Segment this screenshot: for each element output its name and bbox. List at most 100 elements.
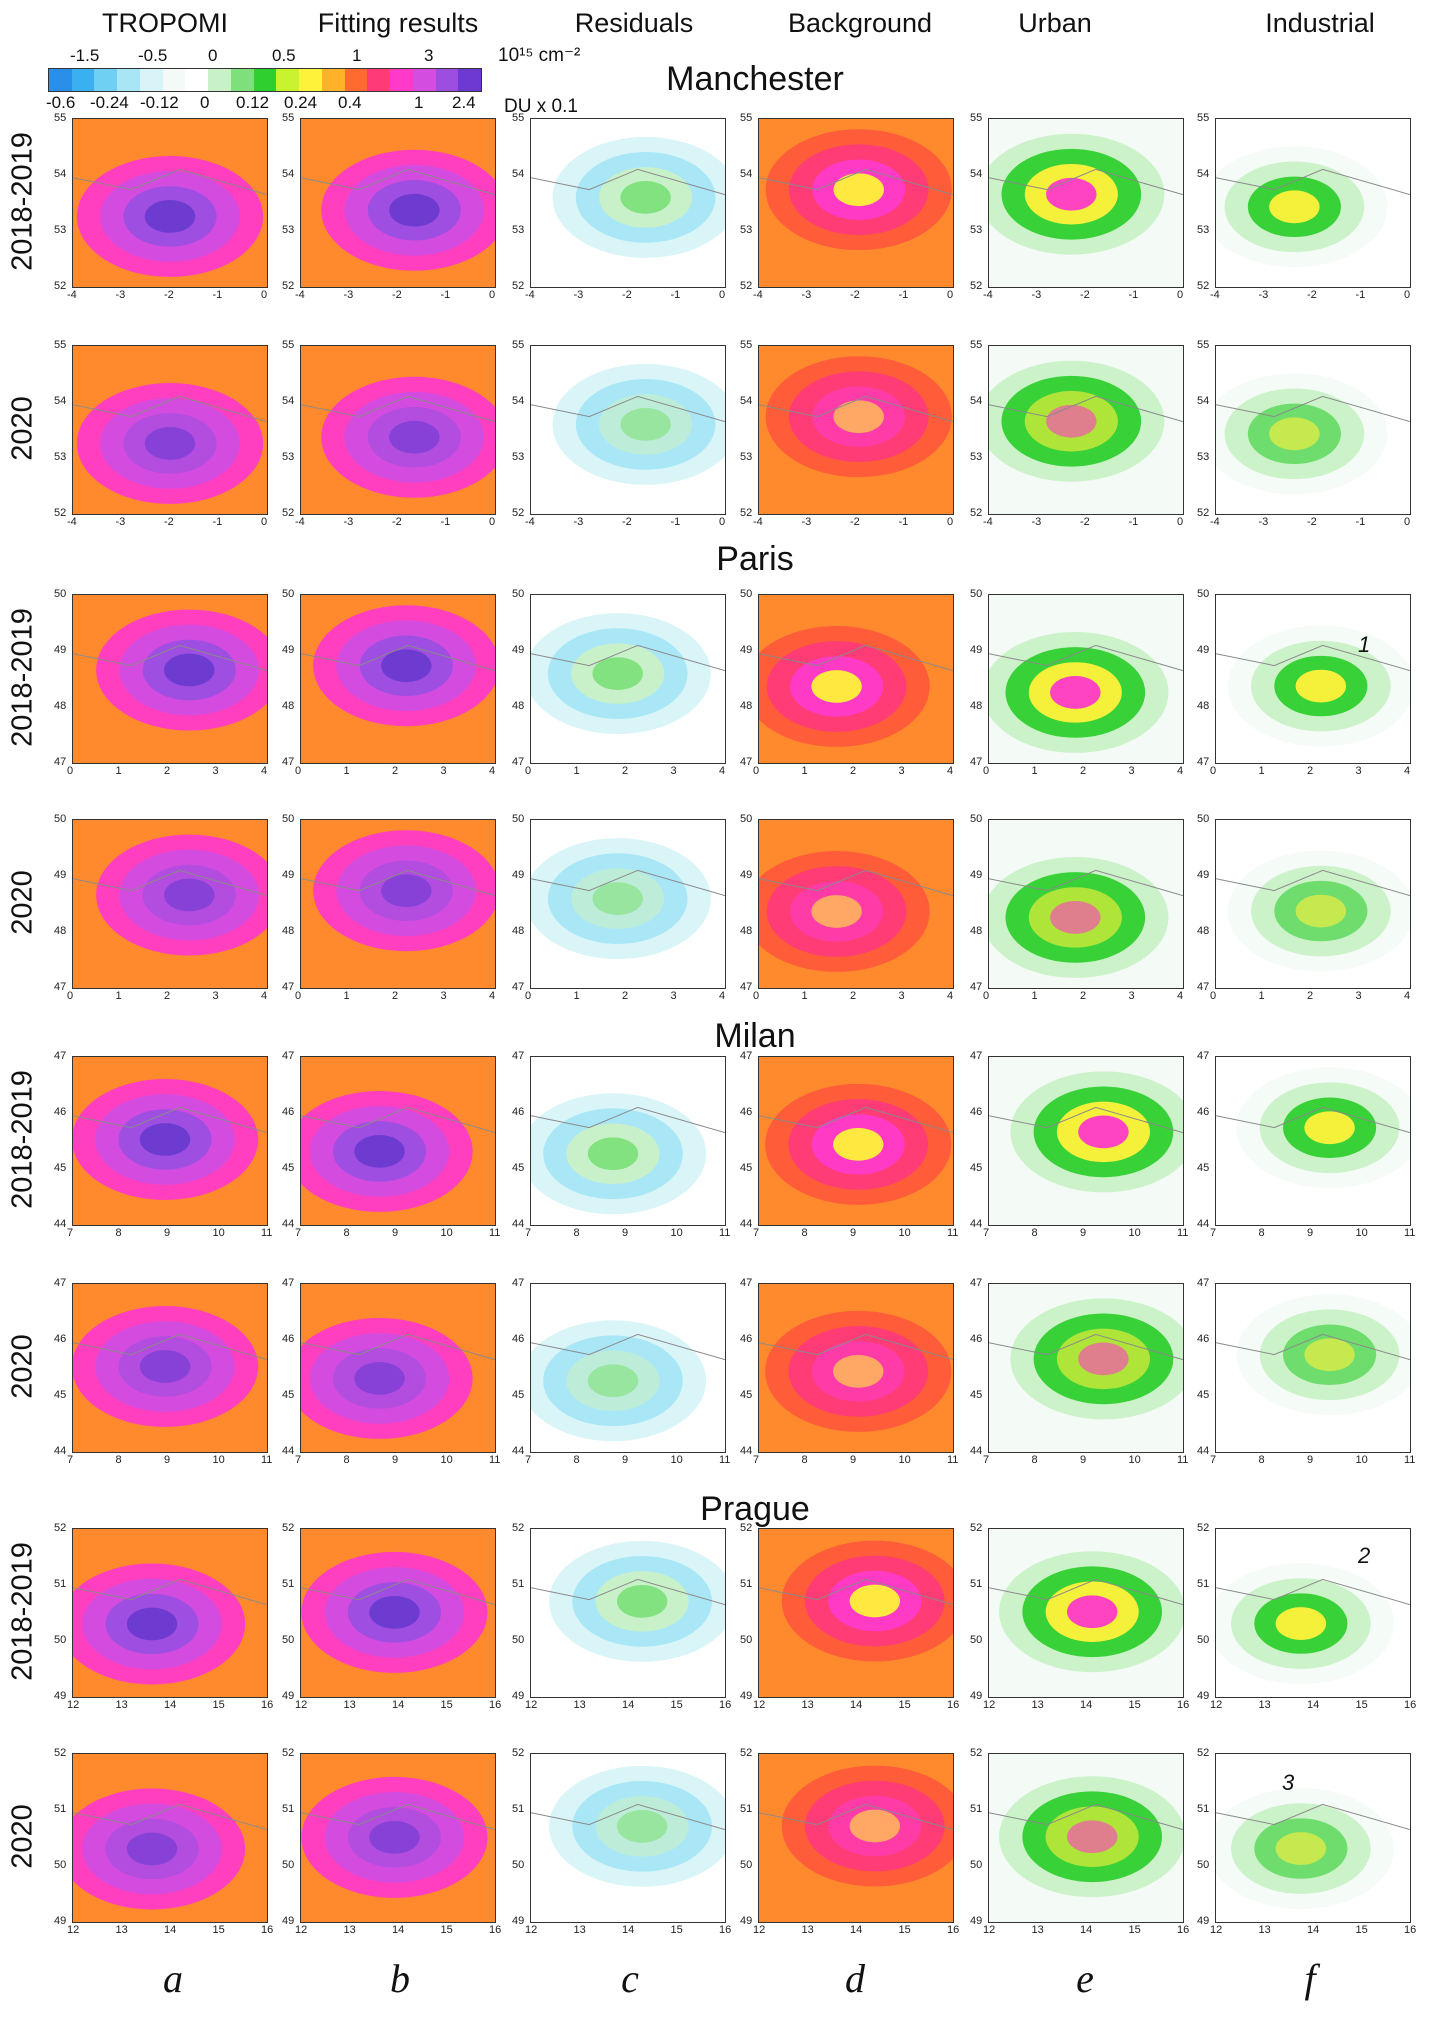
- x-tick-label: 4: [719, 990, 726, 1002]
- colorbar-bottom-tick: 1: [414, 93, 424, 112]
- map-panel-a: [72, 345, 268, 515]
- map-panel-d: [758, 1056, 954, 1226]
- x-tick-label: -3: [801, 289, 812, 301]
- x-tick-label: 2: [850, 765, 857, 777]
- x-tick-label: 0: [261, 289, 268, 301]
- x-tick-label: -1: [440, 516, 451, 528]
- y-tick-label: 49: [282, 644, 295, 656]
- x-tick-label: 7: [753, 1454, 760, 1466]
- y-tick-label: 54: [282, 395, 295, 407]
- y-tick-label: 45: [740, 1389, 753, 1401]
- x-tick-label: 2: [622, 990, 629, 1002]
- y-tick-label: 55: [1197, 112, 1210, 124]
- y-tick-label: 48: [970, 925, 983, 937]
- x-tick-label: 14: [1307, 1699, 1320, 1711]
- x-tick-label: 13: [573, 1699, 586, 1711]
- x-tick-label: 3: [670, 990, 677, 1002]
- y-tick-label: 47: [970, 1050, 983, 1062]
- y-tick-label: 54: [1197, 168, 1210, 180]
- period-label: 2020: [6, 1334, 39, 1399]
- x-tick-label: -1: [898, 516, 909, 528]
- y-tick-label: 44: [282, 1218, 295, 1230]
- x-tick-label: 12: [295, 1924, 308, 1936]
- x-tick-label: 11: [1177, 1454, 1189, 1466]
- map-panel-d: [758, 1753, 954, 1923]
- x-tick-label: 14: [392, 1924, 405, 1936]
- y-tick-label: 44: [970, 1218, 983, 1230]
- y-tick-label: 54: [512, 395, 525, 407]
- y-tick-label: 52: [1197, 507, 1210, 519]
- y-tick-label: 47: [282, 1050, 295, 1062]
- x-tick-label: 12: [67, 1924, 80, 1936]
- y-tick-label: 53: [970, 451, 983, 463]
- x-tick-label: 1: [1031, 990, 1038, 1002]
- x-tick-label: -1: [898, 289, 909, 301]
- y-tick-label: 47: [1197, 756, 1210, 768]
- x-tick-label: -2: [850, 516, 860, 528]
- x-tick-label: 8: [1031, 1454, 1038, 1466]
- y-tick-label: 55: [740, 339, 753, 351]
- y-tick-label: 51: [740, 1578, 753, 1590]
- map-panel-c: [530, 345, 726, 515]
- colorbar-swatch: [344, 69, 368, 91]
- period-label: 2018-2019: [6, 1542, 39, 1681]
- y-tick-label: 54: [740, 168, 753, 180]
- y-tick-label: 52: [740, 280, 753, 292]
- x-tick-label: 12: [1210, 1699, 1223, 1711]
- x-tick-label: 11: [261, 1454, 273, 1466]
- colorbar-swatch: [299, 69, 323, 91]
- y-tick-label: 44: [512, 1445, 525, 1457]
- y-tick-label: 52: [54, 507, 67, 519]
- x-tick-label: 1: [115, 765, 122, 777]
- y-tick-label: 53: [970, 224, 983, 236]
- y-tick-label: 48: [970, 700, 983, 712]
- map-panel-e: [988, 594, 1184, 764]
- x-tick-label: 3: [1128, 990, 1135, 1002]
- x-tick-label: 14: [164, 1924, 177, 1936]
- colorbar-bottom-tick: -0.12: [140, 93, 179, 112]
- y-tick-label: 51: [54, 1578, 67, 1590]
- y-tick-label: 53: [740, 451, 753, 463]
- x-tick-label: 3: [1355, 990, 1362, 1002]
- x-tick-label: 16: [261, 1699, 274, 1711]
- x-tick-label: 14: [1080, 1924, 1093, 1936]
- x-tick-label: 15: [670, 1699, 683, 1711]
- y-tick-label: 44: [970, 1445, 983, 1457]
- x-tick-label: 11: [947, 1454, 959, 1466]
- map-panel-d: [758, 1283, 954, 1453]
- x-tick-label: 3: [898, 990, 905, 1002]
- x-tick-label: 15: [212, 1699, 225, 1711]
- x-tick-label: 7: [67, 1454, 74, 1466]
- x-tick-label: 0: [295, 990, 302, 1002]
- x-tick-label: 0: [947, 289, 954, 301]
- x-tick-label: -3: [573, 289, 584, 301]
- x-tick-label: 13: [1031, 1924, 1044, 1936]
- x-tick-label: 1: [343, 765, 350, 777]
- y-tick-label: 51: [970, 1578, 983, 1590]
- x-tick-label: -4: [983, 516, 993, 528]
- x-tick-label: 0: [295, 765, 302, 777]
- x-tick-label: 10: [212, 1227, 225, 1239]
- x-tick-label: 12: [67, 1699, 80, 1711]
- y-tick-label: 49: [512, 1915, 525, 1927]
- x-tick-label: -3: [343, 516, 354, 528]
- y-tick-label: 50: [970, 1634, 983, 1646]
- x-tick-label: 10: [440, 1454, 453, 1466]
- x-tick-label: 7: [525, 1227, 532, 1239]
- y-tick-label: 47: [54, 981, 67, 993]
- colorbar-swatch: [71, 69, 95, 91]
- x-tick-label: 10: [1355, 1227, 1368, 1239]
- x-tick-label: 10: [898, 1454, 911, 1466]
- x-tick-label: 8: [115, 1227, 122, 1239]
- x-tick-label: 13: [115, 1924, 128, 1936]
- x-tick-label: 14: [850, 1699, 863, 1711]
- colorbar-top-tick: 0.5: [272, 46, 296, 65]
- x-tick-label: 7: [67, 1227, 74, 1239]
- y-tick-label: 47: [512, 981, 525, 993]
- y-tick-label: 52: [282, 507, 295, 519]
- map-panel-c: [530, 1056, 726, 1226]
- x-tick-label: -3: [573, 516, 584, 528]
- y-tick-label: 47: [282, 1277, 295, 1289]
- x-tick-label: 2: [1080, 765, 1087, 777]
- colorbar-swatch: [390, 69, 414, 91]
